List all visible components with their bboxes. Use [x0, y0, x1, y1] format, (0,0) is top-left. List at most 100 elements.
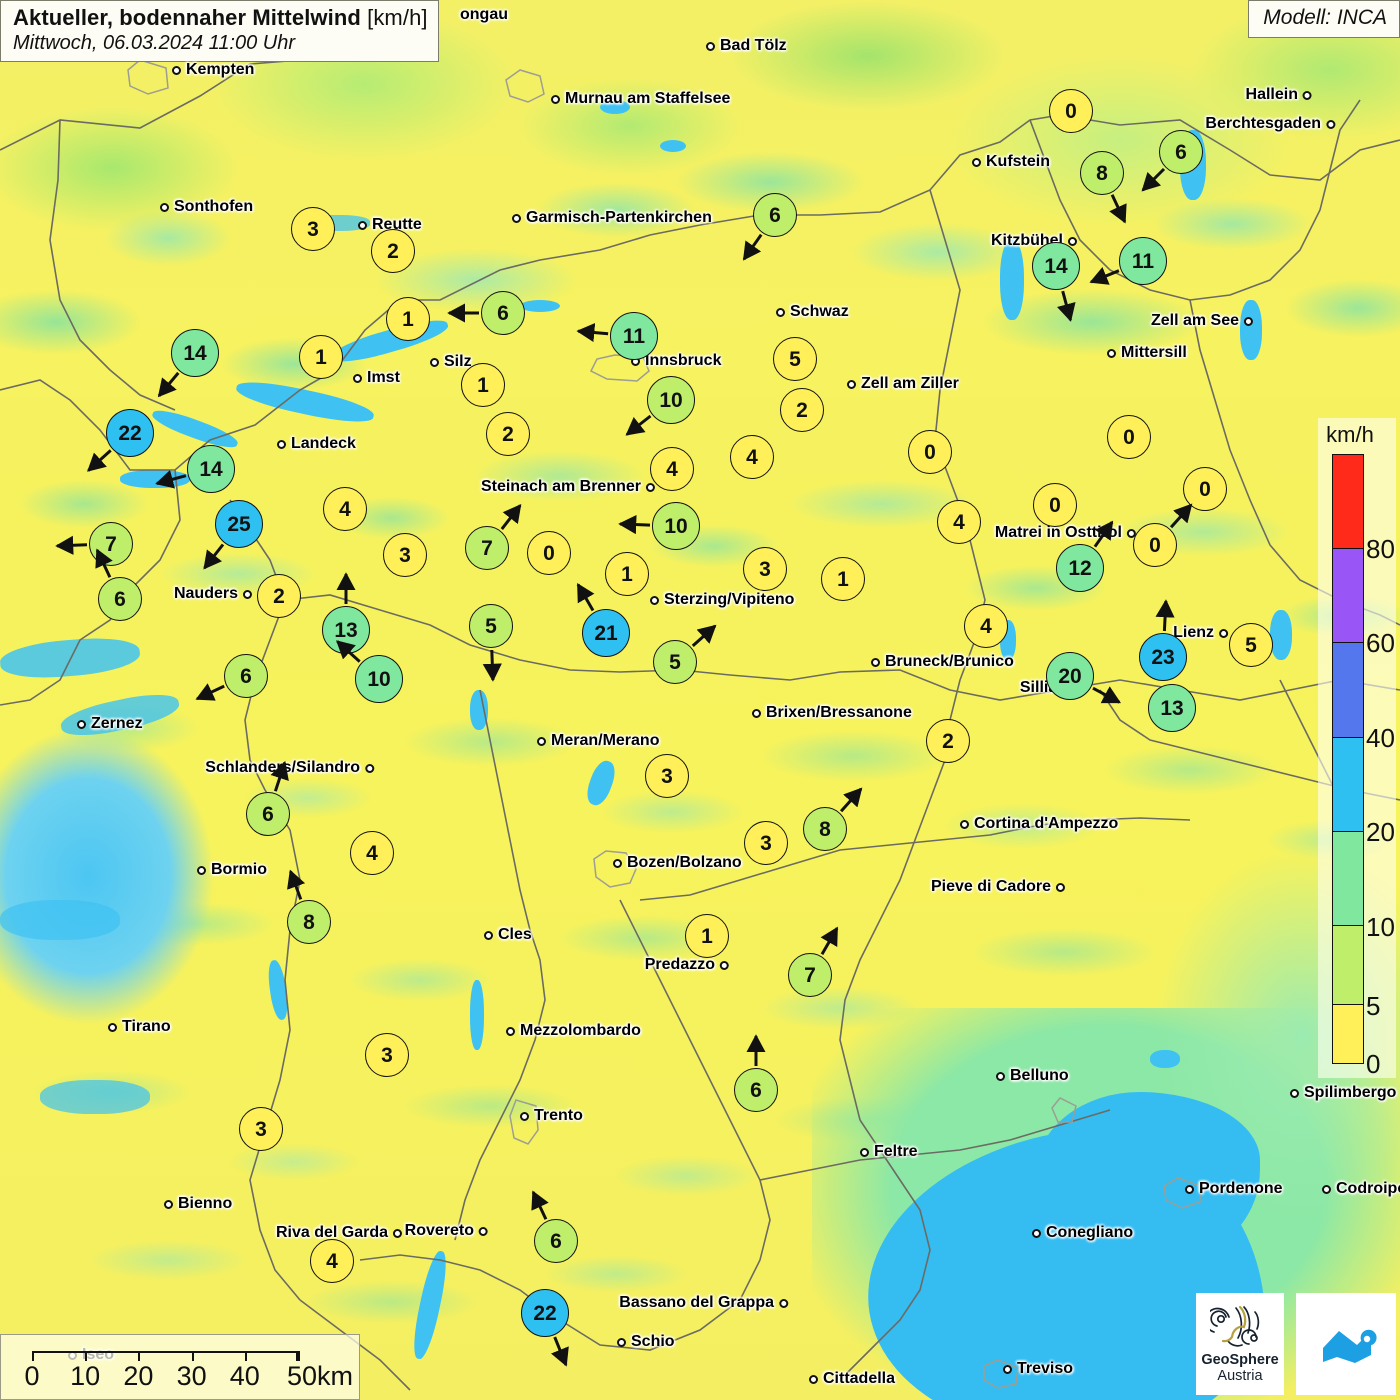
- wind-speed-bubble[interactable]: 3: [743, 547, 787, 591]
- wind-speed-bubble[interactable]: 3: [744, 821, 788, 865]
- wind-speed-bubble[interactable]: 6: [753, 193, 797, 237]
- wind-speed-bubble[interactable]: 12: [1056, 544, 1104, 592]
- wind-speed-bubble[interactable]: 3: [383, 533, 427, 577]
- wind-station-marker[interactable]: 2: [371, 229, 415, 273]
- wind-speed-bubble[interactable]: 23: [1139, 633, 1187, 681]
- wind-station-marker[interactable]: 3: [291, 207, 335, 251]
- wind-station-marker[interactable]: 2: [257, 574, 301, 618]
- wind-speed-bubble[interactable]: 3: [239, 1107, 283, 1151]
- wind-station-marker[interactable]: 2: [780, 388, 824, 432]
- wind-speed-bubble[interactable]: 6: [224, 654, 268, 698]
- wind-speed-bubble[interactable]: 10: [355, 655, 403, 703]
- wind-speed-bubble[interactable]: 11: [1119, 237, 1167, 285]
- wind-station-marker[interactable]: 6: [1141, 130, 1203, 192]
- wind-speed-bubble[interactable]: 2: [257, 574, 301, 618]
- wind-speed-bubble[interactable]: 0: [1107, 415, 1151, 459]
- wind-station-marker[interactable]: 20: [1046, 652, 1121, 704]
- wind-speed-bubble[interactable]: 6: [246, 792, 290, 836]
- wind-speed-bubble[interactable]: 14: [1032, 242, 1080, 290]
- wind-speed-bubble[interactable]: 4: [310, 1239, 354, 1283]
- wind-station-marker[interactable]: 3: [365, 1033, 409, 1077]
- wind-station-marker[interactable]: 8: [287, 869, 331, 944]
- wind-speed-bubble[interactable]: 22: [106, 409, 154, 457]
- wind-station-marker[interactable]: 22: [521, 1289, 569, 1367]
- wind-speed-bubble[interactable]: 13: [1148, 684, 1196, 732]
- wind-speed-bubble[interactable]: 0: [908, 430, 952, 474]
- wind-speed-bubble[interactable]: 8: [803, 807, 847, 851]
- wind-station-marker[interactable]: 10: [336, 640, 403, 703]
- wind-speed-bubble[interactable]: 1: [299, 335, 343, 379]
- wind-station-marker[interactable]: 12: [1056, 520, 1114, 592]
- wind-speed-bubble[interactable]: 14: [171, 329, 219, 377]
- wind-speed-bubble[interactable]: 14: [187, 445, 235, 493]
- wind-speed-bubble[interactable]: 1: [685, 914, 729, 958]
- wind-station-marker[interactable]: 3: [383, 533, 427, 577]
- wind-station-marker[interactable]: 8: [803, 787, 863, 851]
- wind-speed-bubble[interactable]: 4: [730, 435, 774, 479]
- wind-station-marker[interactable]: 14: [1032, 242, 1080, 322]
- wind-station-marker[interactable]: 3: [239, 1107, 283, 1151]
- wind-speed-bubble[interactable]: 0: [1049, 89, 1093, 133]
- wind-speed-bubble[interactable]: 4: [323, 487, 367, 531]
- wind-station-marker[interactable]: 3: [743, 547, 787, 591]
- wind-station-marker[interactable]: 4: [730, 435, 774, 479]
- wind-station-marker[interactable]: 10: [625, 376, 695, 436]
- wind-speed-bubble[interactable]: 6: [534, 1219, 578, 1263]
- wind-speed-bubble[interactable]: 8: [1080, 151, 1124, 195]
- wind-station-marker[interactable]: 5: [469, 604, 513, 682]
- wind-speed-bubble[interactable]: 10: [647, 376, 695, 424]
- wind-station-marker[interactable]: 22: [87, 409, 154, 472]
- wind-speed-bubble[interactable]: 6: [734, 1068, 778, 1112]
- wind-station-marker[interactable]: 6: [447, 291, 525, 335]
- wind-station-marker[interactable]: 4: [650, 447, 694, 491]
- wind-station-marker[interactable]: 7: [788, 926, 839, 997]
- wind-speed-bubble[interactable]: 2: [486, 412, 530, 456]
- wind-speed-bubble[interactable]: 6: [481, 291, 525, 335]
- wind-speed-bubble[interactable]: 1: [386, 297, 430, 341]
- wind-speed-bubble[interactable]: 21: [582, 609, 630, 657]
- wind-station-marker[interactable]: 0: [908, 430, 952, 474]
- wind-station-marker[interactable]: 1: [461, 363, 505, 407]
- wind-speed-bubble[interactable]: 7: [788, 953, 832, 997]
- wind-speed-bubble[interactable]: 0: [527, 531, 571, 575]
- wind-speed-bubble[interactable]: 4: [964, 604, 1008, 648]
- wind-station-marker[interactable]: 0: [1033, 483, 1077, 527]
- wind-speed-bubble[interactable]: 4: [650, 447, 694, 491]
- wind-station-marker[interactable]: 2: [486, 412, 530, 456]
- wind-station-marker[interactable]: 1: [386, 297, 430, 341]
- wind-speed-bubble[interactable]: 6: [98, 577, 142, 621]
- wind-speed-bubble[interactable]: 5: [1229, 623, 1273, 667]
- wind-station-marker[interactable]: 5: [1229, 623, 1273, 667]
- wind-station-marker[interactable]: 4: [350, 831, 394, 875]
- wind-station-marker[interactable]: 1: [299, 335, 343, 379]
- wind-station-marker[interactable]: 0: [1049, 89, 1093, 133]
- wind-station-marker[interactable]: 3: [645, 754, 689, 798]
- wind-speed-bubble[interactable]: 3: [291, 207, 335, 251]
- wind-speed-bubble[interactable]: 10: [652, 502, 700, 550]
- wind-speed-bubble[interactable]: 7: [465, 526, 509, 570]
- wind-station-marker[interactable]: 6: [531, 1190, 578, 1263]
- wind-station-marker[interactable]: 14: [155, 445, 235, 493]
- wind-speed-bubble[interactable]: 20: [1046, 652, 1094, 700]
- wind-station-marker[interactable]: 1: [685, 914, 729, 958]
- wind-speed-bubble[interactable]: 0: [1033, 483, 1077, 527]
- wind-speed-bubble[interactable]: 2: [371, 229, 415, 273]
- wind-speed-bubble[interactable]: 5: [469, 604, 513, 648]
- wind-station-marker[interactable]: 6: [734, 1034, 778, 1112]
- wind-station-marker[interactable]: 6: [195, 654, 268, 701]
- wind-speed-bubble[interactable]: 4: [350, 831, 394, 875]
- wind-station-marker[interactable]: 6: [95, 548, 142, 621]
- wind-station-marker[interactable]: 3: [744, 821, 788, 865]
- wind-station-marker[interactable]: 2: [926, 719, 970, 763]
- wind-station-marker[interactable]: 13: [1148, 684, 1196, 732]
- wind-speed-bubble[interactable]: 1: [605, 552, 649, 596]
- wind-station-marker[interactable]: 0: [527, 531, 571, 575]
- wind-speed-bubble[interactable]: 1: [461, 363, 505, 407]
- wind-station-marker[interactable]: 0: [1107, 415, 1151, 459]
- wind-speed-bubble[interactable]: 2: [926, 719, 970, 763]
- wind-speed-bubble[interactable]: 5: [653, 640, 697, 684]
- wind-speed-bubble[interactable]: 1: [821, 557, 865, 601]
- wind-station-marker[interactable]: 23: [1139, 599, 1187, 681]
- wind-station-marker[interactable]: 1: [821, 557, 865, 601]
